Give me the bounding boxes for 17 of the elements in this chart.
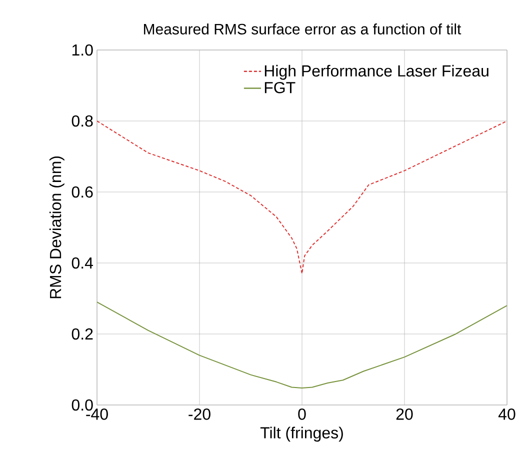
x-tick-label: 20	[396, 408, 413, 420]
y-tick-label: 0.6	[72, 186, 93, 198]
x-tick-label: -40	[86, 408, 108, 420]
y-tick-label: 1.0	[72, 44, 93, 56]
y-tick-label: 0.0	[72, 399, 93, 411]
y-tick-label: 0.2	[72, 328, 93, 340]
x-tick-label: 0	[298, 408, 306, 420]
line-series	[97, 302, 507, 388]
y-axis-title: RMS Deviation (nm)	[49, 156, 64, 298]
y-tick-label: 0.8	[72, 115, 93, 127]
x-axis-title: Tilt (fringes)	[260, 426, 343, 442]
legend-label: FGT	[264, 82, 296, 94]
legend-label: High Performance Laser Fizeau	[264, 64, 488, 80]
chart-title: Measured RMS surface error as a function of tilt	[144, 23, 462, 34]
y-tick-label: 0.4	[72, 257, 93, 269]
x-tick-label: -20	[188, 408, 210, 420]
x-tick-label: 40	[498, 408, 516, 420]
